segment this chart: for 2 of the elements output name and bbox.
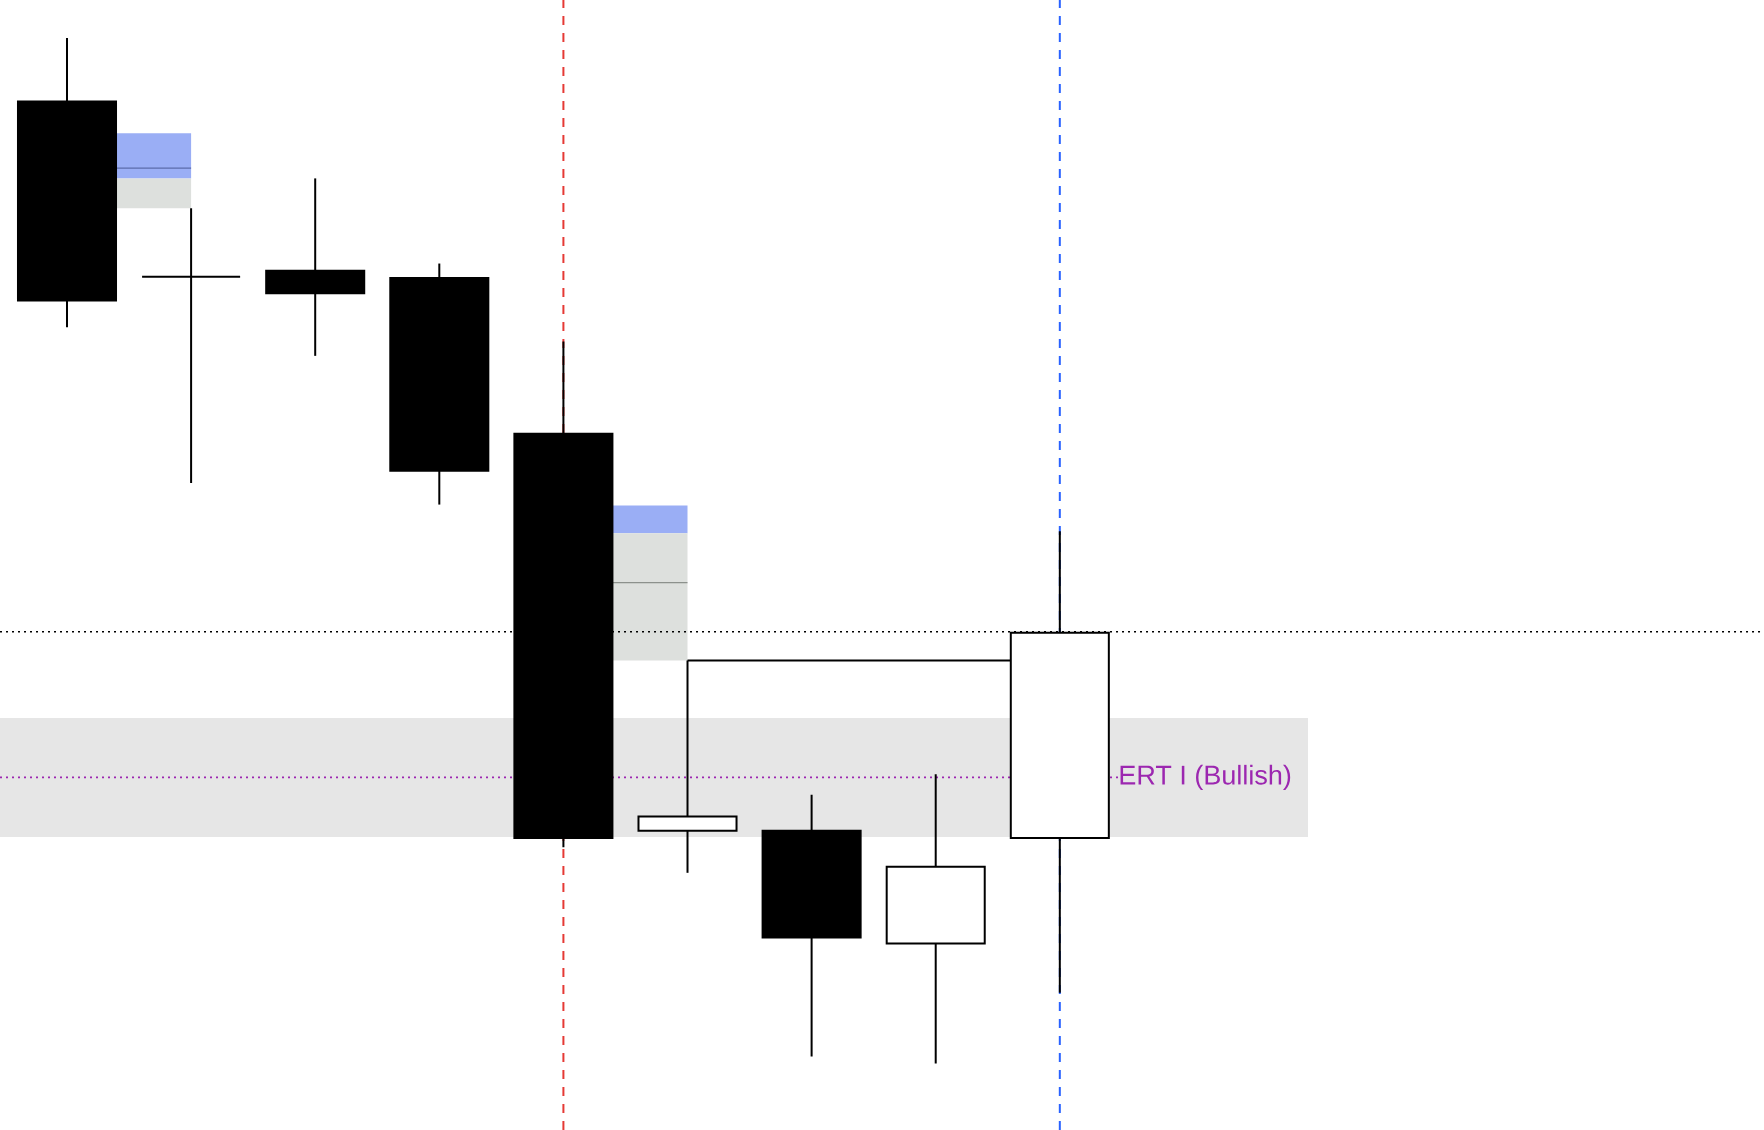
candlestick [141, 207, 242, 485]
ref-line-label: ERT I (Bullish) [1120, 764, 1291, 790]
